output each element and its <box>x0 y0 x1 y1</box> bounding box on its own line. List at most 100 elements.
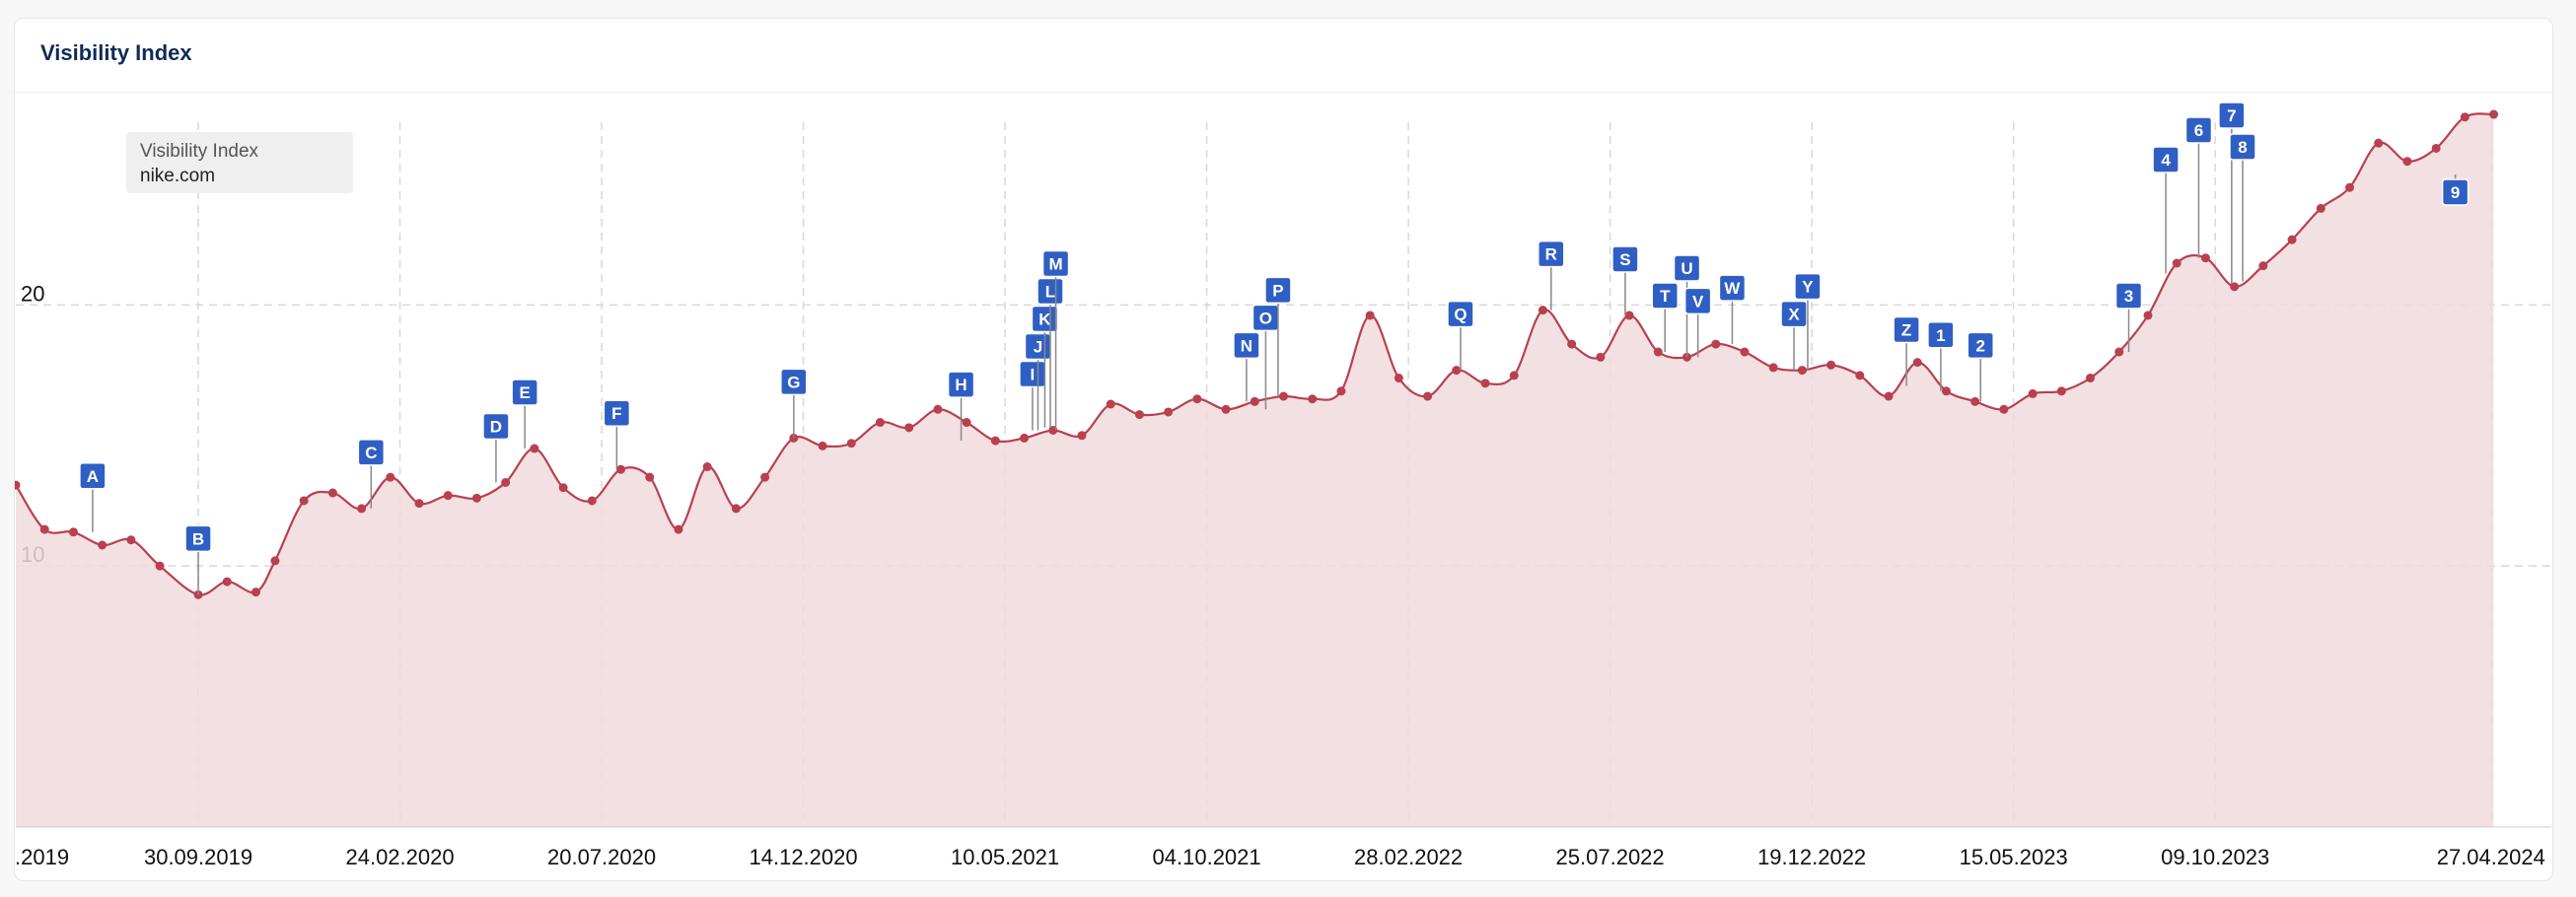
event-marker[interactable]: A <box>79 462 107 532</box>
event-marker[interactable]: H <box>947 371 975 442</box>
event-marker-flag[interactable] <box>357 439 386 466</box>
data-point[interactable] <box>2258 261 2268 271</box>
data-point[interactable] <box>1509 371 1519 380</box>
event-marker-flag[interactable] <box>1611 245 1639 273</box>
data-point[interactable] <box>1653 347 1663 357</box>
data-point[interactable] <box>39 524 49 534</box>
event-marker[interactable]: L <box>1037 277 1064 428</box>
event-marker-flag[interactable] <box>1683 287 1712 315</box>
data-point[interactable] <box>1279 391 1288 401</box>
event-marker-flag[interactable] <box>79 462 107 490</box>
event-marker-flag[interactable] <box>1967 331 1994 360</box>
data-point[interactable] <box>1394 374 1403 383</box>
data-point[interactable] <box>414 499 424 509</box>
data-point[interactable] <box>15 480 21 490</box>
event-marker[interactable]: 8 <box>2229 133 2256 282</box>
event-marker-flag[interactable] <box>780 368 808 396</box>
event-marker[interactable]: C <box>357 439 386 509</box>
event-marker-flag[interactable] <box>2441 178 2469 206</box>
data-point[interactable] <box>155 561 165 571</box>
event-marker[interactable]: V <box>1683 287 1712 358</box>
event-marker-flag[interactable] <box>2152 146 2180 173</box>
data-point[interactable] <box>1221 404 1231 414</box>
event-marker[interactable]: 2 <box>1967 331 1994 402</box>
data-point[interactable] <box>1336 386 1346 396</box>
event-marker[interactable]: 4 <box>2152 146 2180 274</box>
data-point[interactable] <box>386 472 395 482</box>
event-marker[interactable]: D <box>482 412 510 483</box>
event-marker[interactable]: 3 <box>2114 282 2143 353</box>
data-point[interactable] <box>2028 388 2038 398</box>
data-point[interactable] <box>1970 396 1980 406</box>
data-point[interactable] <box>933 404 943 414</box>
data-point[interactable] <box>904 423 914 433</box>
event-marker-flag[interactable] <box>511 379 538 406</box>
event-marker-flag[interactable] <box>1233 331 1260 360</box>
data-point[interactable] <box>1308 394 1318 404</box>
event-marker-flag[interactable] <box>1927 321 1955 349</box>
event-marker[interactable]: 9 <box>2441 173 2469 206</box>
event-marker-flag[interactable] <box>1037 277 1064 306</box>
event-marker-flag[interactable] <box>1794 272 1822 301</box>
event-marker-flag[interactable] <box>1651 282 1680 310</box>
event-marker[interactable]: X <box>1780 300 1808 371</box>
event-marker-flag[interactable] <box>1031 305 1059 333</box>
event-marker[interactable]: 7 <box>2218 102 2246 285</box>
data-point[interactable] <box>471 493 481 503</box>
data-point[interactable] <box>1884 391 1894 401</box>
event-marker-flag[interactable] <box>1893 315 1920 344</box>
event-marker[interactable]: R <box>1538 240 1565 310</box>
data-point[interactable] <box>1164 407 1174 417</box>
event-marker[interactable]: Z <box>1893 315 1920 386</box>
data-point[interactable] <box>1826 360 1836 370</box>
visibility-chart[interactable]: 1020.201930.09.201924.02.202020.07.20201… <box>15 19 2552 880</box>
data-point[interactable] <box>1855 371 1865 380</box>
event-marker[interactable]: 1 <box>1927 321 1955 391</box>
data-point[interactable] <box>357 504 367 514</box>
event-marker-flag[interactable] <box>1718 274 1747 302</box>
event-marker[interactable]: G <box>780 368 808 439</box>
data-point[interactable] <box>299 496 309 506</box>
data-point[interactable] <box>2460 112 2469 122</box>
data-point[interactable] <box>443 491 453 501</box>
event-marker[interactable]: F <box>603 399 631 470</box>
event-marker-flag[interactable] <box>482 412 510 441</box>
data-point[interactable] <box>616 464 626 474</box>
data-point[interactable] <box>2374 138 2384 148</box>
data-point[interactable] <box>2230 282 2240 292</box>
event-marker[interactable]: K <box>1031 305 1059 428</box>
data-point[interactable] <box>558 483 568 493</box>
data-point[interactable] <box>1999 404 2009 414</box>
data-point[interactable] <box>1365 310 1375 320</box>
data-point[interactable] <box>2086 374 2096 383</box>
event-marker[interactable]: W <box>1718 274 1747 345</box>
data-point[interactable] <box>2431 143 2441 153</box>
data-point[interactable] <box>2489 109 2499 119</box>
event-marker-flag[interactable] <box>2114 282 2143 310</box>
data-point[interactable] <box>1912 358 1922 368</box>
data-point[interactable] <box>2316 203 2326 213</box>
event-marker[interactable]: N <box>1233 331 1260 402</box>
event-marker[interactable]: P <box>1264 276 1292 397</box>
data-point[interactable] <box>702 462 712 472</box>
data-point[interactable] <box>846 439 856 448</box>
data-point[interactable] <box>1423 391 1433 401</box>
event-marker-flag[interactable] <box>2229 133 2256 161</box>
data-point[interactable] <box>1106 399 1115 409</box>
event-marker-flag[interactable] <box>1780 300 1808 328</box>
event-marker[interactable]: M <box>1041 249 1070 431</box>
event-marker-flag[interactable] <box>2218 102 2246 129</box>
data-point[interactable] <box>731 504 741 514</box>
data-point[interactable] <box>587 496 597 506</box>
data-point[interactable] <box>98 540 107 550</box>
event-marker[interactable]: 6 <box>2184 116 2213 258</box>
data-point[interactable] <box>818 441 827 450</box>
data-point[interactable] <box>1250 396 1259 406</box>
data-point[interactable] <box>990 436 1000 446</box>
data-point[interactable] <box>1020 433 1030 443</box>
data-point[interactable] <box>68 527 78 537</box>
event-marker[interactable]: Q <box>1447 300 1474 371</box>
data-point[interactable] <box>1797 366 1807 376</box>
data-point[interactable] <box>1768 363 1778 373</box>
data-point[interactable] <box>875 418 885 428</box>
